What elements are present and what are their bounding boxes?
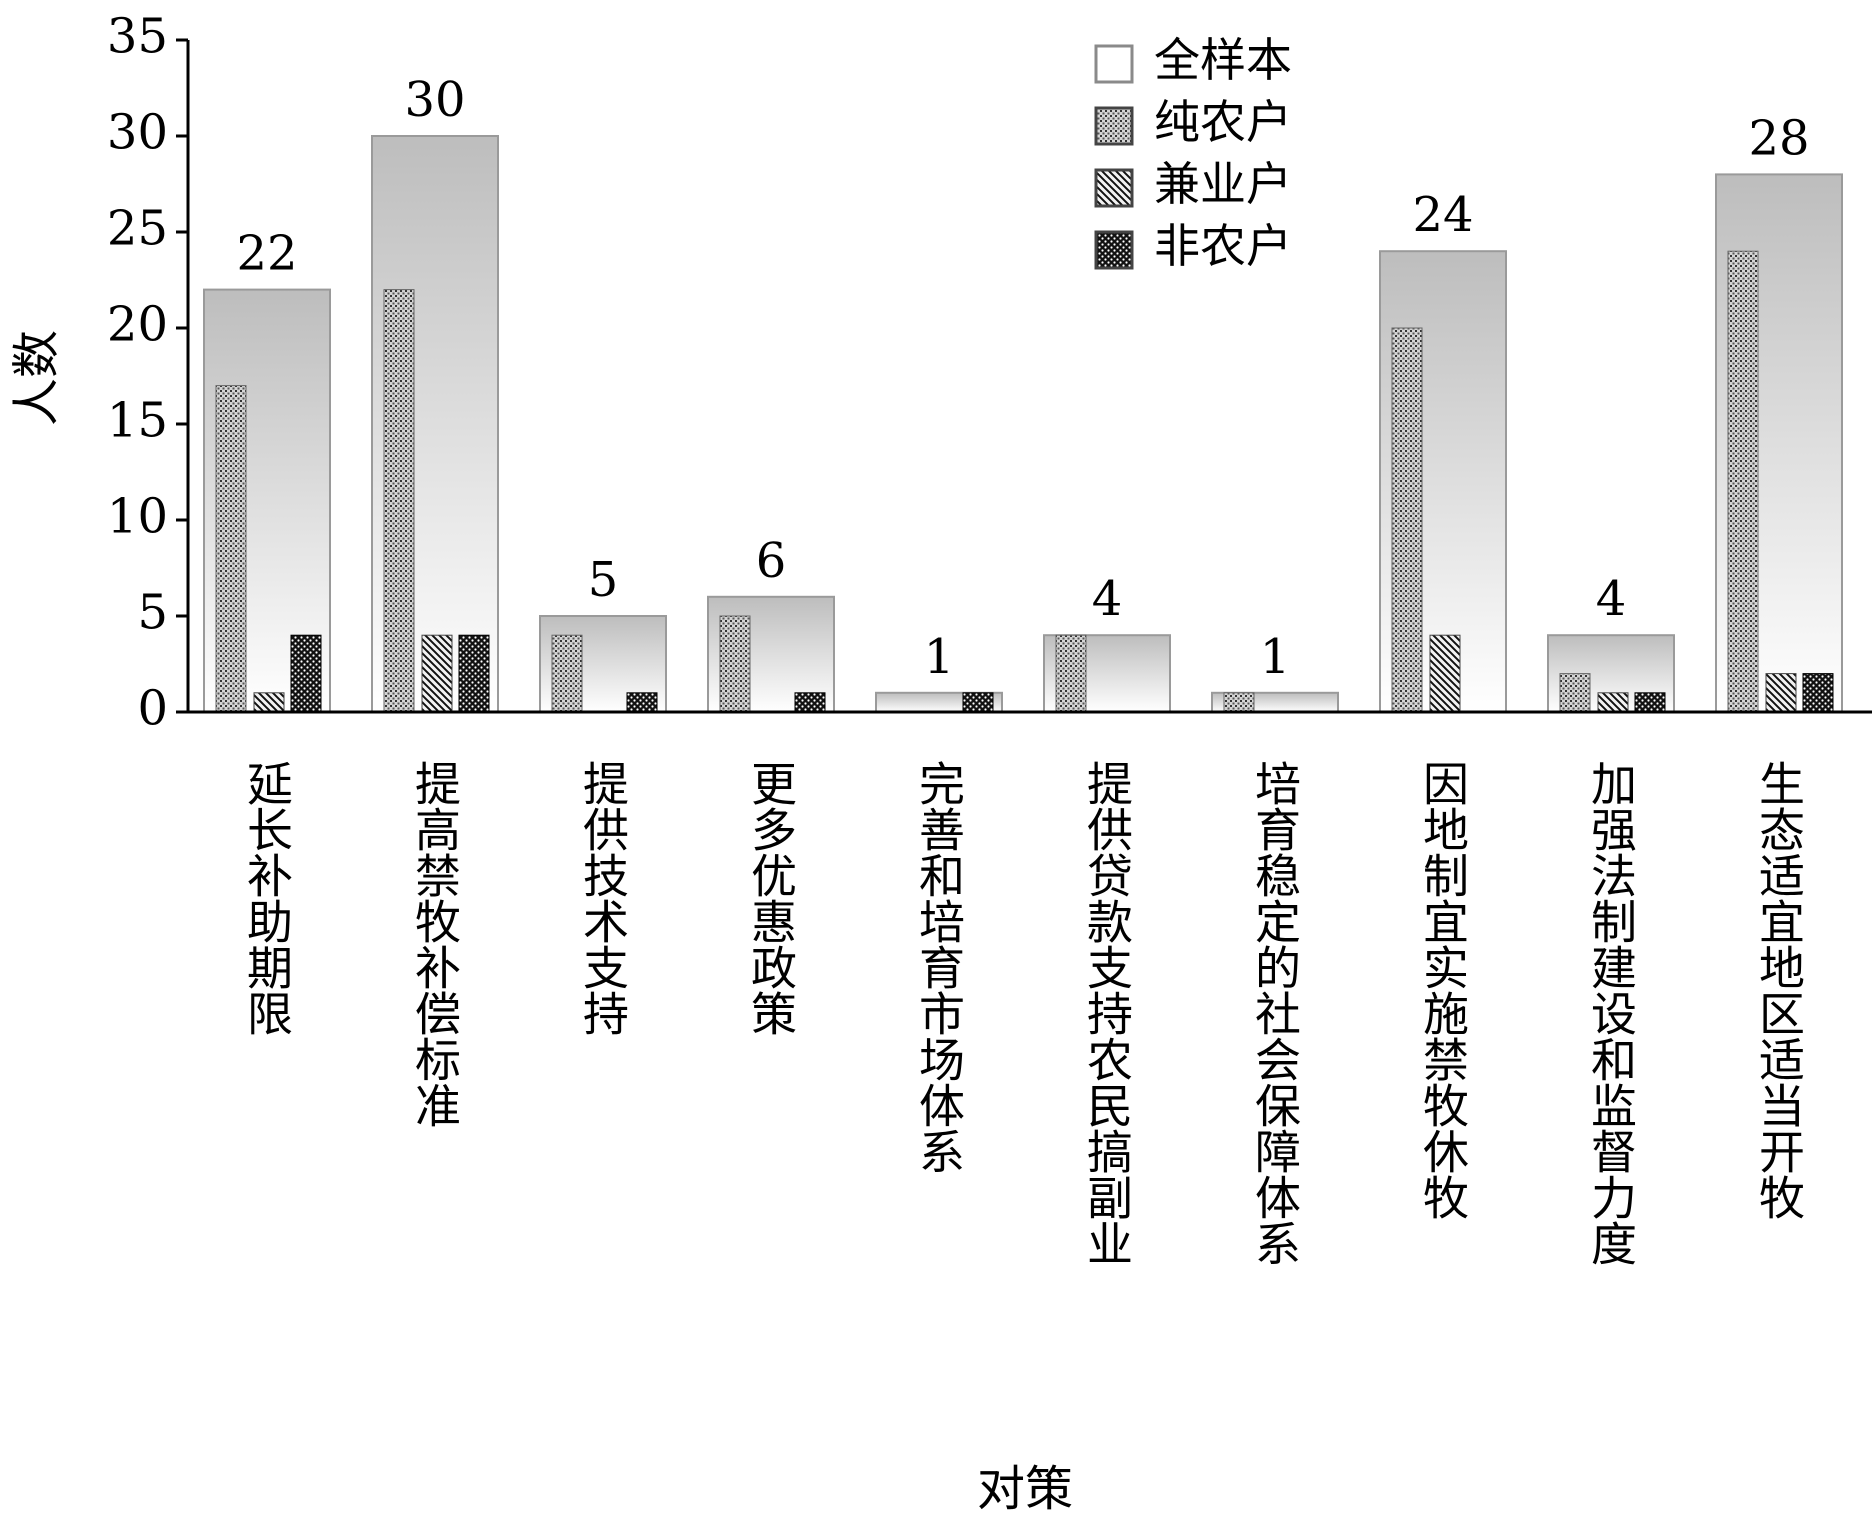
bar-non-farmer-4: [794, 692, 826, 713]
bar-pure-farmer-3: [551, 634, 583, 713]
data-label-6: 4: [1092, 571, 1123, 627]
data-label-7: 1: [1260, 629, 1291, 685]
x-tick-label-9: 加强法制建设和监督力度: [1584, 760, 1638, 1266]
x-tick-label-2: 提高禁牧补偿标准: [408, 760, 462, 1128]
legend-swatch-part-time: [1094, 168, 1134, 208]
x-tick-label-3: 提供技术支持: [576, 760, 630, 1036]
data-label-8: 24: [1412, 187, 1473, 243]
data-label-4: 6: [756, 533, 787, 589]
data-label-9: 4: [1596, 571, 1627, 627]
x-ticks-layer: 延长补助期限 提高禁牧补偿标准 提供技术支持 更多优惠政策 完善和培育市场体系 提供贷款支…: [240, 760, 1806, 1266]
y-tick-label-5: 5: [137, 585, 168, 641]
y-tick-label-30: 30: [107, 105, 168, 161]
x-tick-label-5: 完善和培育市场体系: [912, 760, 966, 1174]
data-label-10: 28: [1748, 110, 1809, 166]
bar-pure-farmer-1: [215, 385, 247, 713]
legend-swatch-total: [1094, 44, 1134, 84]
bar-non-farmer-3: [626, 692, 658, 713]
bar-pure-farmer-7: [1223, 692, 1255, 713]
bar-pure-farmer-4: [719, 615, 751, 713]
x-axis-label: 对策: [977, 1461, 1073, 1517]
bar-part-time-9: [1597, 692, 1629, 713]
y-tick-label-10: 10: [107, 489, 168, 545]
bar-part-time-8: [1429, 634, 1461, 713]
legend-label-non-farmer: 非农户: [1154, 219, 1292, 273]
bar-pure-farmer-2: [383, 289, 415, 713]
y-tick-label-20: 20: [107, 297, 168, 353]
bar-pure-farmer-9: [1559, 673, 1591, 713]
bar-pure-farmer-8: [1391, 327, 1423, 713]
legend-label-part-time: 兼业户: [1154, 157, 1292, 211]
data-label-1: 22: [236, 226, 297, 282]
y-tick-label-0: 0: [137, 681, 168, 737]
x-tick-label-6: 提供贷款支持农民搞副业: [1080, 760, 1134, 1266]
bar-non-farmer-9: [1634, 692, 1666, 713]
x-tick-label-4: 更多优惠政策: [744, 760, 798, 1036]
y-tick-label-25: 25: [107, 201, 168, 257]
data-label-3: 5: [588, 552, 619, 608]
legend-swatch-non-farmer: [1094, 230, 1134, 270]
legend-swatch-pure-farmer: [1094, 106, 1134, 146]
bar-non-farmer-10: [1802, 673, 1834, 713]
bar-non-farmer-5: [962, 692, 994, 713]
data-label-2: 30: [404, 72, 465, 128]
bar-pure-farmer-6: [1055, 634, 1087, 713]
legend-label-total: 全样本: [1154, 33, 1292, 87]
bar-part-time-2: [421, 634, 453, 713]
y-ticks-layer: 0 5 10 15 20 25 30 35: [107, 9, 188, 737]
bar-non-farmer-2: [458, 634, 490, 713]
y-tick-label-15: 15: [107, 393, 168, 449]
bar-pure-farmer-10: [1727, 250, 1759, 713]
x-tick-label-1: 延长补助期限: [240, 760, 294, 1036]
data-label-5: 1: [924, 629, 955, 685]
y-axis-label: 人数: [9, 330, 65, 426]
bars-layer: [203, 135, 1843, 714]
bar-part-time-1: [253, 692, 285, 713]
data-labels-layer: 22 30 5 6 1 4 1 24 4 28: [236, 72, 1809, 685]
bar-non-farmer-1: [290, 634, 322, 713]
x-tick-label-7: 培育稳定的社会保障体系: [1248, 760, 1302, 1266]
bar-part-time-10: [1765, 673, 1797, 713]
legend-label-pure-farmer: 纯农户: [1154, 95, 1292, 149]
y-tick-label-35: 35: [107, 9, 168, 65]
x-tick-label-10: 生态适宜地区适当开牧: [1752, 760, 1806, 1220]
x-tick-label-8: 因地制宜实施禁牧休牧: [1416, 760, 1470, 1220]
